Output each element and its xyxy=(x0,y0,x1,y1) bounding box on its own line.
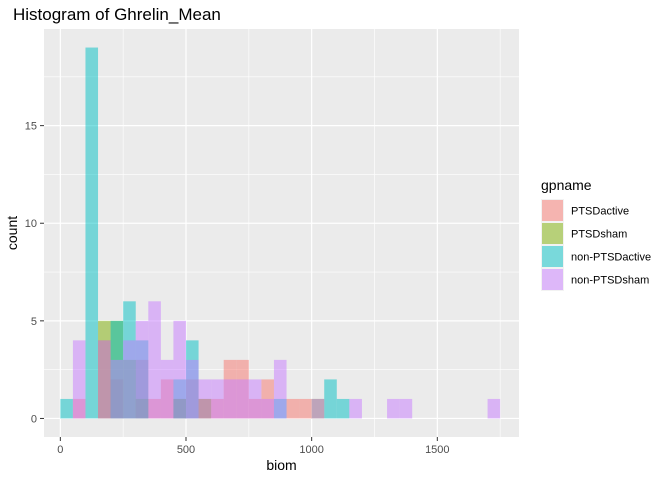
histogram-bar xyxy=(110,359,124,419)
legend-label: non-PTSDsham xyxy=(571,275,649,287)
legend-label: non-PTSDactive xyxy=(571,252,651,264)
histogram-bar xyxy=(211,379,224,419)
x-axis-title: biom xyxy=(266,457,296,473)
histogram-bar xyxy=(336,398,350,419)
histogram-bar xyxy=(185,359,199,419)
legend: gpname PTSDactive PTSDsham non-PTSDactive n… xyxy=(541,177,651,291)
y-axis: 0 5 10 15 xyxy=(25,121,44,425)
legend-swatch xyxy=(542,246,563,267)
histogram-bars xyxy=(60,47,501,419)
histogram-bar xyxy=(248,379,262,419)
legend-title: gpname xyxy=(541,177,592,193)
histogram-bar xyxy=(324,379,337,419)
legend-swatch xyxy=(542,200,563,221)
y-tick-label: 5 xyxy=(31,316,37,328)
histogram-bar xyxy=(311,398,325,419)
histogram-bar xyxy=(349,398,362,419)
histogram-bar xyxy=(123,340,136,419)
y-tick-label: 10 xyxy=(25,218,37,230)
x-tick-label: 0 xyxy=(57,444,63,456)
y-tick-label: 0 xyxy=(31,413,37,425)
histogram-bar xyxy=(273,359,287,419)
histogram-bar xyxy=(299,398,312,419)
chart-title: Histogram of Ghrelin_Mean xyxy=(13,5,221,24)
histogram-bar xyxy=(286,398,300,419)
histogram-bar xyxy=(160,359,174,419)
x-tick-label: 500 xyxy=(177,444,195,456)
histogram-bar xyxy=(72,340,86,419)
histogram-bar xyxy=(135,320,149,419)
x-tick-label: 1500 xyxy=(425,444,449,456)
legend-label: PTSDactive xyxy=(571,206,629,218)
legend-label: PTSDsham xyxy=(571,229,627,241)
histogram-bar xyxy=(60,398,73,419)
y-axis-title: count xyxy=(4,216,20,250)
x-axis: 0 500 1000 1500 xyxy=(57,437,450,456)
legend-swatch xyxy=(542,223,563,244)
grid-minor xyxy=(44,29,519,437)
y-tick-label: 15 xyxy=(25,121,37,133)
histogram-bar xyxy=(387,398,400,419)
histogram-bar xyxy=(198,379,212,419)
histogram-bar xyxy=(85,47,99,419)
histogram-bar xyxy=(399,398,413,419)
histogram-bar xyxy=(98,340,111,419)
histogram-bar xyxy=(261,398,274,419)
histogram-bar xyxy=(236,379,249,419)
series-non-PTSDsham xyxy=(72,301,501,419)
legend-swatch xyxy=(542,269,563,290)
x-tick-label: 1000 xyxy=(299,444,323,456)
histogram-bar xyxy=(173,320,186,419)
histogram-bar xyxy=(223,379,237,419)
histogram-bar xyxy=(487,398,501,419)
histogram-bar xyxy=(148,301,161,419)
